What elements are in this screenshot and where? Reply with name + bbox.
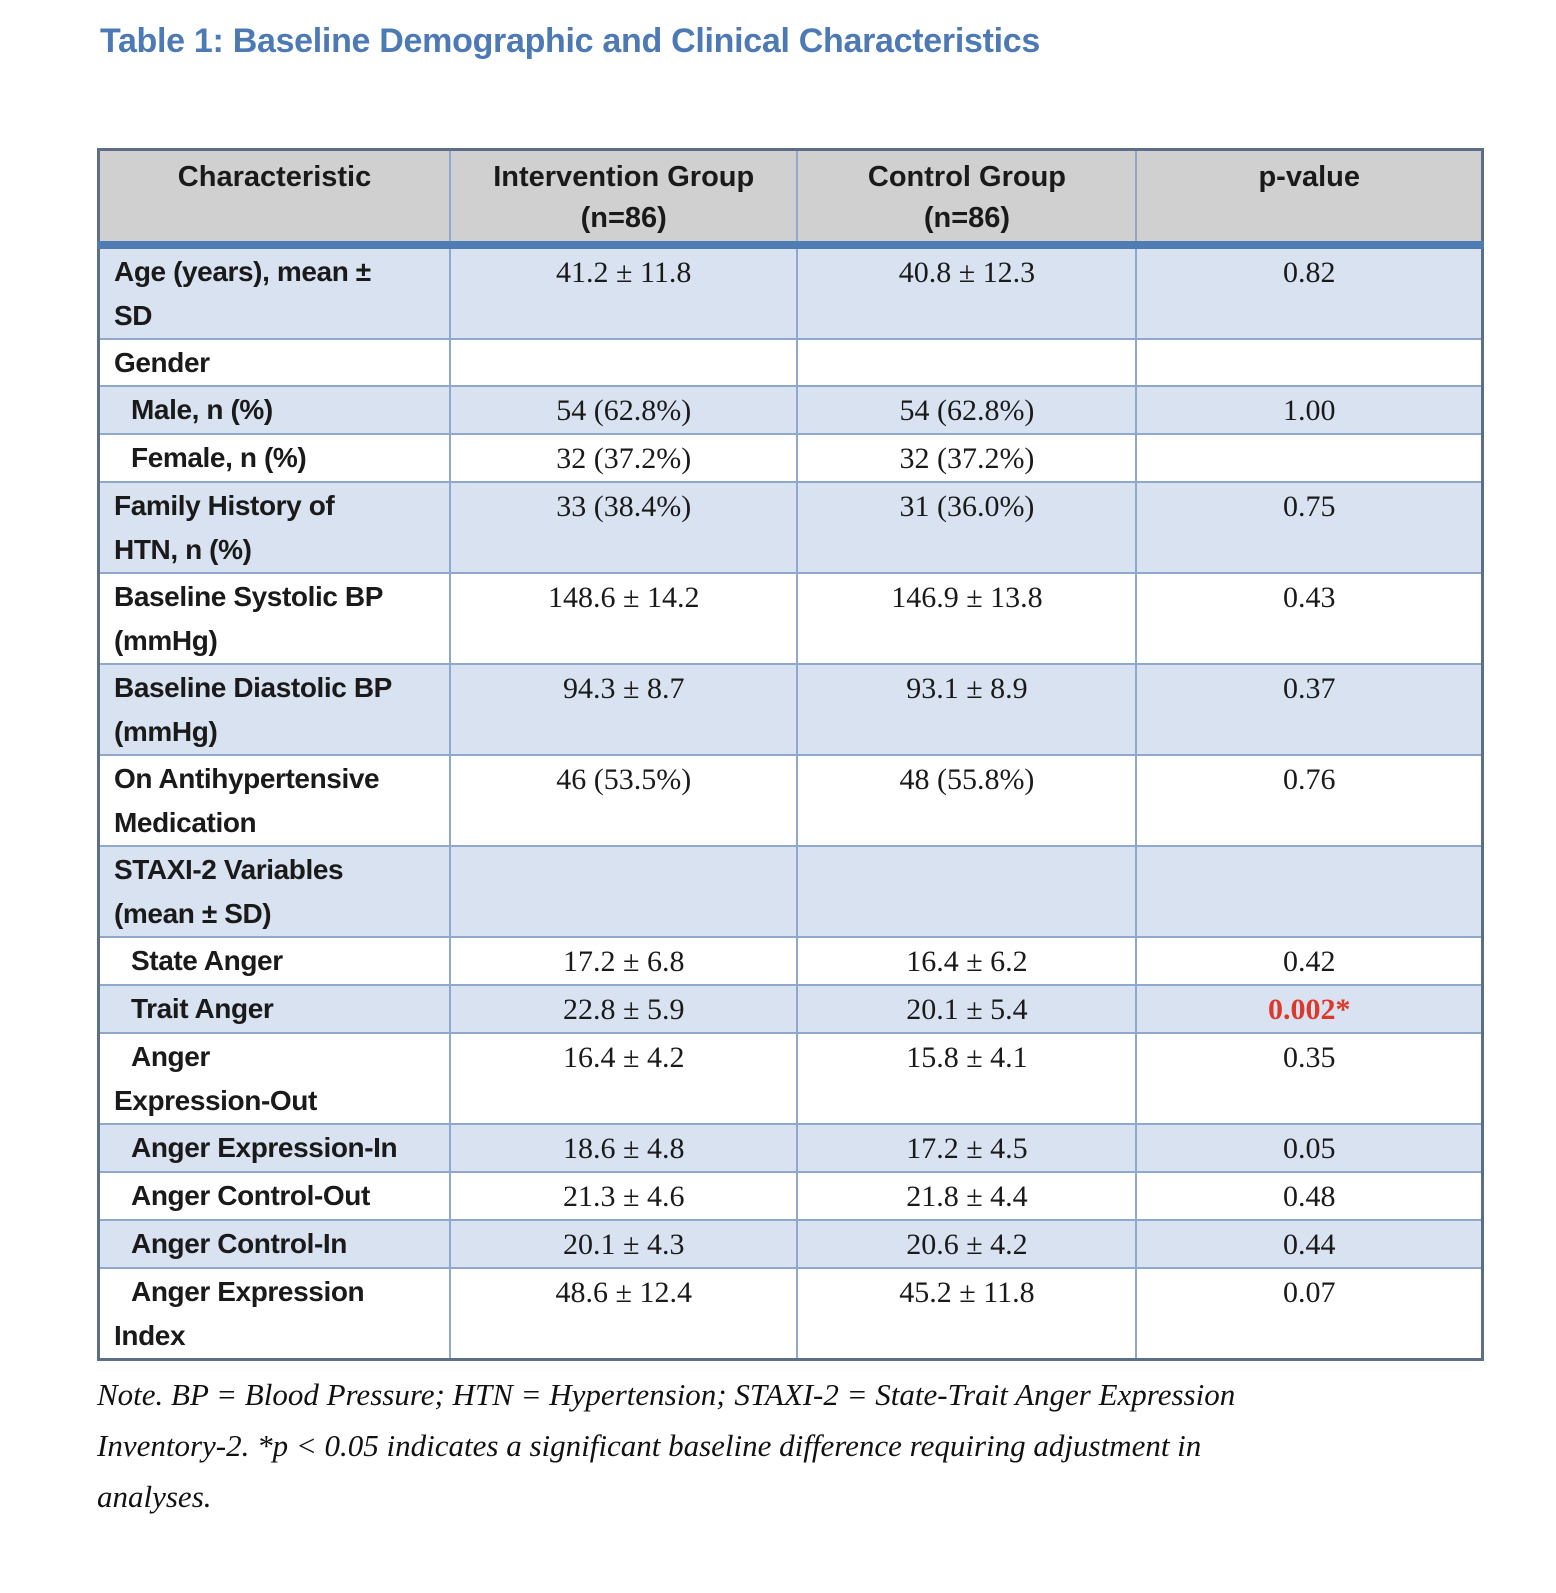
control-value-cell: 48 (55.8%) — [796, 754, 1138, 847]
control-value-cell: 32 (37.2%) — [796, 433, 1138, 483]
table-footnote: Note. BP = Blood Pressure; HTN = Hyperte… — [97, 1377, 1236, 1514]
table-row: Male, n (%) 54 (62.8%) 54 (62.8%) 1.00 — [97, 385, 1484, 435]
header-row: Characteristic Intervention Group (n=86)… — [97, 148, 1484, 249]
control-value-cell: 20.6 ± 4.2 — [796, 1219, 1138, 1269]
table-row: STAXI-2 Variables (mean ± SD) — [97, 845, 1484, 938]
page-title: Table 1: Baseline Demographic and Clinic… — [100, 22, 1040, 60]
control-value-cell: 15.8 ± 4.1 — [796, 1032, 1138, 1125]
control-value-cell: 17.2 ± 4.5 — [796, 1123, 1138, 1173]
p-value-cell — [1135, 338, 1484, 387]
table-row: Anger Expression-Out 16.4 ± 4.2 15.8 ± 4.1… — [97, 1032, 1484, 1125]
characteristic-cell: Anger Expression Index — [97, 1267, 452, 1361]
p-value-cell: 0.37 — [1135, 663, 1484, 756]
table-row: Anger Control-Out 21.3 ± 4.6 21.8 ± 4.4 0.4… — [97, 1171, 1484, 1221]
characteristic-cell: Age (years), mean ± SD — [97, 244, 452, 340]
p-value-cell — [1135, 845, 1484, 938]
characteristic-cell: On Antihypertensive Medication — [97, 754, 452, 847]
table-row: Anger Expression Index 48.6 ± 12.4 45.2 ± … — [97, 1267, 1484, 1361]
p-value-cell: 0.82 — [1135, 244, 1484, 340]
control-value-cell: 45.2 ± 11.8 — [796, 1267, 1138, 1361]
intervention-value-cell: 33 (38.4%) — [449, 481, 799, 574]
characteristic-cell: Anger Expression-In — [97, 1123, 452, 1173]
column-header-control-group: Control Group (n=86) — [796, 148, 1138, 249]
intervention-value-cell — [449, 338, 799, 387]
control-value-cell — [796, 845, 1138, 938]
intervention-value-cell: 54 (62.8%) — [449, 385, 799, 435]
intervention-value-cell: 17.2 ± 6.8 — [449, 936, 799, 986]
control-value-cell: 146.9 ± 13.8 — [796, 572, 1138, 665]
p-value-cell: 0.76 — [1135, 754, 1484, 847]
characteristic-cell: Gender — [97, 338, 452, 387]
intervention-value-cell: 94.3 ± 8.7 — [449, 663, 799, 756]
control-value-cell: 16.4 ± 6.2 — [796, 936, 1138, 986]
table-row: Trait Anger 22.8 ± 5.9 20.1 ± 5.4 0.002* — [97, 984, 1484, 1034]
characteristic-cell: Female, n (%) — [97, 433, 452, 483]
p-value-cell — [1135, 433, 1484, 483]
control-value-cell — [796, 338, 1138, 387]
intervention-value-cell: 22.8 ± 5.9 — [449, 984, 799, 1034]
intervention-value-cell: 21.3 ± 4.6 — [449, 1171, 799, 1221]
intervention-value-cell: 20.1 ± 4.3 — [449, 1219, 799, 1269]
table-row: Female, n (%) 32 (37.2%) 32 (37.2%) — [97, 433, 1484, 483]
characteristic-cell: Anger Control-In — [97, 1219, 452, 1269]
p-value-cell: 0.07 — [1135, 1267, 1484, 1361]
intervention-value-cell: 32 (37.2%) — [449, 433, 799, 483]
table-row: Family History of HTN, n (%) 33 (38.4%) 31… — [97, 481, 1484, 574]
control-value-cell: 20.1 ± 5.4 — [796, 984, 1138, 1034]
characteristic-cell: Anger Expression-Out — [97, 1032, 452, 1125]
p-value-cell: 0.42 — [1135, 936, 1484, 986]
characteristic-cell: Male, n (%) — [97, 385, 452, 435]
table-row: Gender — [97, 338, 1484, 387]
table-row: Baseline Diastolic BP (mmHg) 94.3 ± 8.7 93… — [97, 663, 1484, 756]
characteristic-cell: Trait Anger — [97, 984, 452, 1034]
characteristic-cell: State Anger — [97, 936, 452, 986]
p-value-cell: 0.002* — [1135, 984, 1484, 1034]
column-header-intervention-group: Intervention Group (n=86) — [449, 148, 799, 249]
table-body: Age (years), mean ± SD 41.2 ± 11.8 40.8 ± … — [97, 244, 1484, 1361]
table-row: Anger Expression-In 18.6 ± 4.8 17.2 ± 4.5 0… — [97, 1123, 1484, 1173]
intervention-value-cell: 46 (53.5%) — [449, 754, 799, 847]
p-value-cell: 0.48 — [1135, 1171, 1484, 1221]
table-row: Baseline Systolic BP (mmHg) 148.6 ± 14.2 1… — [97, 572, 1484, 665]
p-value-cell: 0.35 — [1135, 1032, 1484, 1125]
column-header-p-value: p-value — [1135, 148, 1484, 249]
intervention-value-cell: 18.6 ± 4.8 — [449, 1123, 799, 1173]
table-row: State Anger 17.2 ± 6.8 16.4 ± 6.2 0.42 — [97, 936, 1484, 986]
p-value-cell: 1.00 — [1135, 385, 1484, 435]
intervention-value-cell: 48.6 ± 12.4 — [449, 1267, 799, 1361]
table-header: Characteristic Intervention Group (n=86)… — [97, 148, 1484, 249]
table-row: Age (years), mean ± SD 41.2 ± 11.8 40.8 ± … — [97, 244, 1484, 340]
control-value-cell: 54 (62.8%) — [796, 385, 1138, 435]
characteristic-cell: Baseline Systolic BP (mmHg) — [97, 572, 452, 665]
control-value-cell: 93.1 ± 8.9 — [796, 663, 1138, 756]
intervention-value-cell — [449, 845, 799, 938]
intervention-value-cell: 16.4 ± 4.2 — [449, 1032, 799, 1125]
p-value-cell: 0.44 — [1135, 1219, 1484, 1269]
p-value-cell: 0.05 — [1135, 1123, 1484, 1173]
control-value-cell: 31 (36.0%) — [796, 481, 1138, 574]
characteristic-cell: Anger Control-Out — [97, 1171, 452, 1221]
table-row: Anger Control-In 20.1 ± 4.3 20.6 ± 4.2 0.44 — [97, 1219, 1484, 1269]
intervention-value-cell: 41.2 ± 11.8 — [449, 244, 799, 340]
p-value-cell: 0.75 — [1135, 481, 1484, 574]
characteristic-cell: STAXI-2 Variables (mean ± SD) — [97, 845, 452, 938]
intervention-value-cell: 148.6 ± 14.2 — [449, 572, 799, 665]
p-value-cell: 0.43 — [1135, 572, 1484, 665]
control-value-cell: 40.8 ± 12.3 — [796, 244, 1138, 340]
characteristics-table: Characteristic Intervention Group (n=86)… — [97, 148, 1484, 1361]
control-value-cell: 21.8 ± 4.4 — [796, 1171, 1138, 1221]
characteristic-cell: Baseline Diastolic BP (mmHg) — [97, 663, 452, 756]
characteristic-cell: Family History of HTN, n (%) — [97, 481, 452, 574]
column-header-characteristic: Characteristic — [97, 148, 452, 249]
table-row: On Antihypertensive Medication 46 (53.5%)… — [97, 754, 1484, 847]
